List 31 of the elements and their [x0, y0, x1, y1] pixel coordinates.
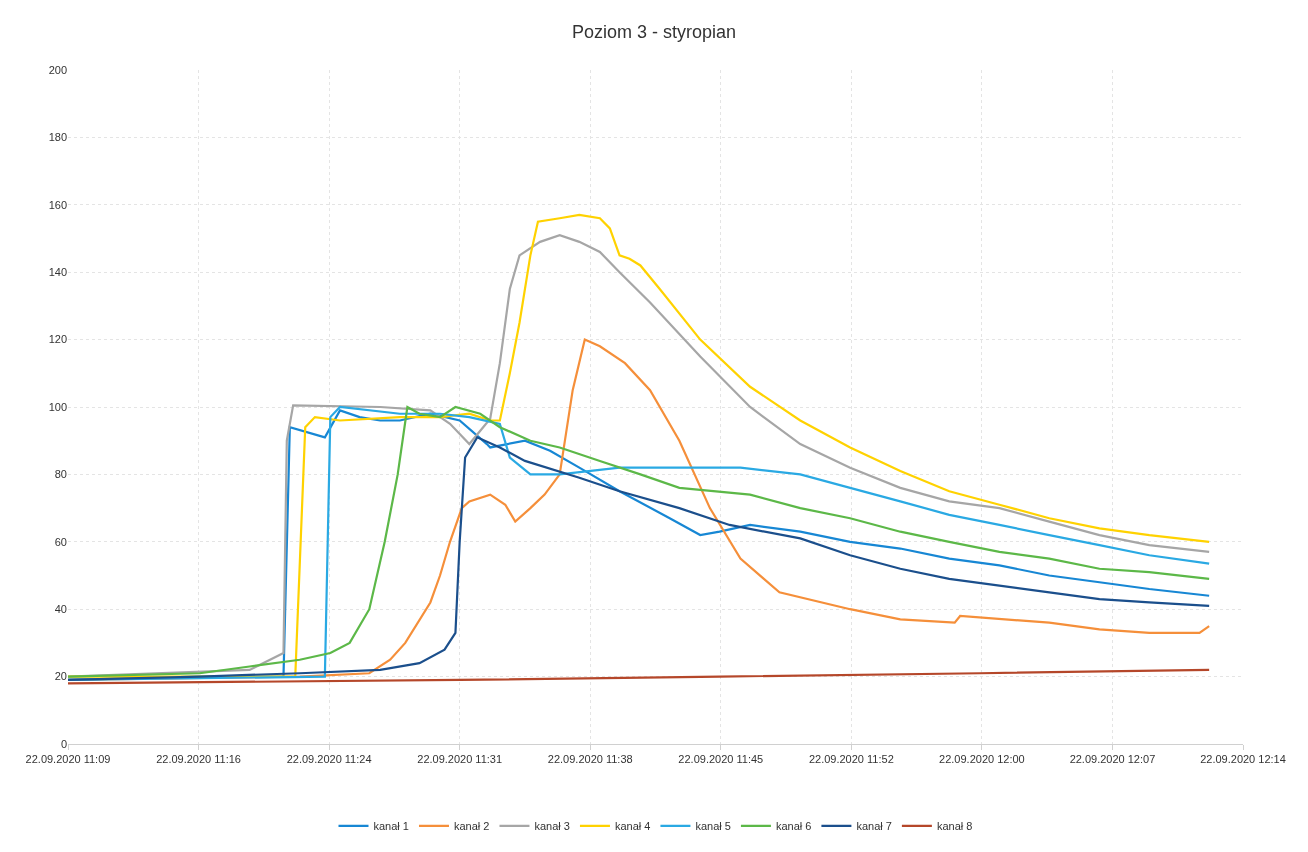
x-tick-label: 22.09.2020 12:14: [1200, 753, 1286, 766]
legend-label: kanał 7: [856, 820, 892, 833]
legend-label: kanał 6: [775, 820, 812, 833]
x-tick-label: 22.09.2020 12:00: [939, 753, 1025, 766]
y-tick-label: 120: [48, 333, 67, 346]
legend-label: kanał 8: [936, 820, 973, 833]
y-tick-label: 140: [48, 266, 67, 279]
legend-label: kanał 4: [614, 820, 651, 833]
y-tick-label: 20: [54, 670, 67, 683]
y-tick-label: 60: [54, 535, 67, 548]
y-tick-label: 200: [48, 63, 67, 76]
legend-label: kanał 2: [453, 820, 490, 833]
y-tick-label: 160: [48, 198, 67, 211]
legend-label: kanał 5: [695, 820, 731, 833]
legend-label: kanał 1: [373, 820, 409, 833]
x-tick-label: 22.09.2020 11:24: [286, 753, 372, 766]
x-tick-label: 22.09.2020 11:45: [678, 753, 764, 766]
x-tick-label: 22.09.2020 11:52: [808, 753, 894, 766]
x-tick-label: 22.09.2020 12:07: [1069, 753, 1156, 766]
x-tick-label: 22.09.2020 11:16: [156, 753, 241, 766]
x-tick-label: 22.09.2020 11:38: [547, 753, 633, 766]
x-tick-label: 22.09.2020 11:09: [25, 753, 111, 766]
line-series: [68, 668, 1211, 685]
y-tick-label: 100: [48, 400, 67, 413]
y-tick-label: 40: [54, 603, 67, 616]
y-tick-label: 180: [48, 131, 67, 144]
legend-label: kanał 3: [534, 820, 570, 833]
chart-title: Poziom 3 - styropian: [571, 22, 737, 43]
y-tick-label: 80: [54, 468, 67, 481]
x-tick-label: 22.09.2020 11:31: [417, 753, 503, 766]
y-tick-label: 0: [60, 737, 67, 750]
